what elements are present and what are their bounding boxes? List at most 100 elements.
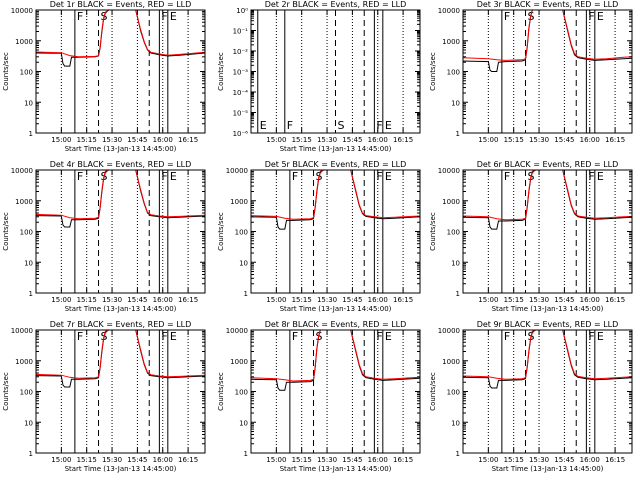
y-tick-label: 10⁻¹ bbox=[233, 28, 249, 36]
x-axis-label: Start Time (13-Jan-13 14:45:00) bbox=[65, 465, 177, 473]
y-axis-label: Counts/sec bbox=[2, 372, 10, 411]
x-tick-label: 15:30 bbox=[529, 136, 549, 144]
panel-title: Det 1r BLACK = Events, RED = LLD bbox=[50, 0, 192, 9]
y-tick-label: 1000 bbox=[442, 198, 460, 206]
y-tick-label: 1 bbox=[456, 130, 460, 138]
y-tick-label: 10 bbox=[24, 419, 33, 427]
x-tick-label: 15:00 bbox=[478, 296, 498, 304]
x-tick-label: 15:15 bbox=[504, 296, 524, 304]
x-tick-label: 15:45 bbox=[554, 296, 574, 304]
marker-letter: F bbox=[292, 170, 298, 183]
x-tick-label: 16:15 bbox=[393, 136, 413, 144]
x-tick-label: 15:45 bbox=[342, 456, 362, 464]
x-tick-label: 16:15 bbox=[605, 136, 625, 144]
panel-title: Det 7r BLACK = Events, RED = LLD bbox=[50, 320, 192, 329]
y-axis-label: Counts/sec bbox=[217, 372, 225, 411]
y-tick-label: 1000 bbox=[230, 358, 248, 366]
y-axis-label: Counts/sec bbox=[2, 212, 10, 251]
y-tick-label: 10000 bbox=[226, 167, 248, 175]
panel-title: Det 6r BLACK = Events, RED = LLD bbox=[477, 160, 619, 169]
x-tick-label: 16:15 bbox=[178, 456, 198, 464]
x-tick-label: 15:15 bbox=[77, 136, 97, 144]
panel-title: Det 5r BLACK = Events, RED = LLD bbox=[265, 160, 407, 169]
y-axis-label: Counts/sec bbox=[429, 212, 437, 251]
y-axis-label: Counts/sec bbox=[429, 52, 437, 91]
x-tick-label: 16:00 bbox=[368, 456, 388, 464]
y-tick-label: 10 bbox=[451, 419, 460, 427]
x-tick-label: 16:15 bbox=[178, 136, 198, 144]
marker-letter: E bbox=[260, 119, 267, 132]
x-tick-label: 16:00 bbox=[153, 136, 173, 144]
x-tick-label: 15:15 bbox=[292, 456, 312, 464]
x-axis-label: Start Time (13-Jan-13 14:45:00) bbox=[65, 145, 177, 153]
x-tick-label: 16:00 bbox=[153, 456, 173, 464]
marker-letter: E bbox=[170, 10, 177, 23]
x-axis-label: Start Time (13-Jan-13 14:45:00) bbox=[65, 305, 177, 313]
x-axis-label: Start Time (13-Jan-13 14:45:00) bbox=[280, 305, 392, 313]
x-tick-label: 15:15 bbox=[504, 456, 524, 464]
x-tick-label: 15:45 bbox=[127, 296, 147, 304]
marker-letter: E bbox=[385, 119, 392, 132]
y-tick-label: 1 bbox=[29, 130, 33, 138]
lld-series-line bbox=[250, 329, 421, 382]
x-tick-label: 16:15 bbox=[393, 296, 413, 304]
marker-letter: E bbox=[385, 330, 392, 343]
x-tick-label: 15:00 bbox=[51, 456, 71, 464]
marker-letter: F bbox=[588, 330, 594, 343]
y-tick-label: 10 bbox=[239, 259, 248, 267]
panel-title: Det 8r BLACK = Events, RED = LLD bbox=[265, 320, 407, 329]
marker-letter: F bbox=[292, 330, 298, 343]
marker-letter: E bbox=[597, 330, 604, 343]
panel-title: Det 4r BLACK = Events, RED = LLD bbox=[50, 160, 192, 169]
marker-letter: F bbox=[287, 119, 293, 132]
x-tick-label: 15:30 bbox=[317, 136, 337, 144]
x-tick-label: 15:00 bbox=[51, 296, 71, 304]
marker-letter: E bbox=[385, 170, 392, 183]
x-tick-label: 15:15 bbox=[504, 136, 524, 144]
y-tick-label: 100 bbox=[20, 229, 33, 237]
events-series-line bbox=[462, 329, 633, 389]
y-tick-label: 100 bbox=[235, 389, 248, 397]
panel-title: Det 2r BLACK = Events, RED = LLD bbox=[265, 0, 407, 9]
marker-letter: E bbox=[597, 170, 604, 183]
events-series-line bbox=[35, 9, 206, 67]
x-axis-label: Start Time (13-Jan-13 14:45:00) bbox=[492, 465, 604, 473]
panel-title: Det 9r BLACK = Events, RED = LLD bbox=[477, 320, 619, 329]
x-tick-label: 15:15 bbox=[77, 456, 97, 464]
y-tick-label: 1 bbox=[244, 450, 248, 458]
y-tick-label: 10⁰ bbox=[236, 7, 248, 15]
x-tick-label: 16:15 bbox=[178, 296, 198, 304]
y-tick-label: 10000 bbox=[438, 7, 460, 15]
y-tick-label: 10 bbox=[451, 99, 460, 107]
y-tick-label: 10000 bbox=[438, 327, 460, 335]
events-series-line bbox=[462, 169, 633, 230]
marker-letter: F bbox=[588, 10, 594, 23]
marker-letter: F bbox=[588, 170, 594, 183]
x-tick-label: 15:45 bbox=[127, 136, 147, 144]
y-tick-label: 10⁻⁴ bbox=[233, 89, 249, 97]
marker-letter: F bbox=[376, 330, 382, 343]
y-axis-label: Counts/sec bbox=[429, 372, 437, 411]
panel-title: Det 3r BLACK = Events, RED = LLD bbox=[477, 0, 619, 9]
x-tick-label: 15:30 bbox=[102, 456, 122, 464]
y-tick-label: 10000 bbox=[11, 7, 33, 15]
y-tick-label: 1 bbox=[29, 290, 33, 298]
y-axis-label: Counts/sec bbox=[217, 52, 225, 91]
x-tick-label: 15:30 bbox=[529, 296, 549, 304]
x-tick-label: 15:45 bbox=[342, 296, 362, 304]
marker-letter: F bbox=[504, 330, 510, 343]
marker-letter: F bbox=[161, 330, 167, 343]
y-tick-label: 1 bbox=[456, 290, 460, 298]
y-tick-label: 10 bbox=[451, 259, 460, 267]
y-tick-label: 1000 bbox=[15, 38, 33, 46]
marker-letter: S bbox=[338, 119, 345, 132]
y-tick-label: 1000 bbox=[15, 358, 33, 366]
marker-letter: E bbox=[170, 170, 177, 183]
events-series-line bbox=[35, 169, 206, 228]
x-tick-label: 15:45 bbox=[127, 456, 147, 464]
x-tick-label: 15:00 bbox=[266, 136, 286, 144]
x-tick-label: 15:00 bbox=[51, 136, 71, 144]
